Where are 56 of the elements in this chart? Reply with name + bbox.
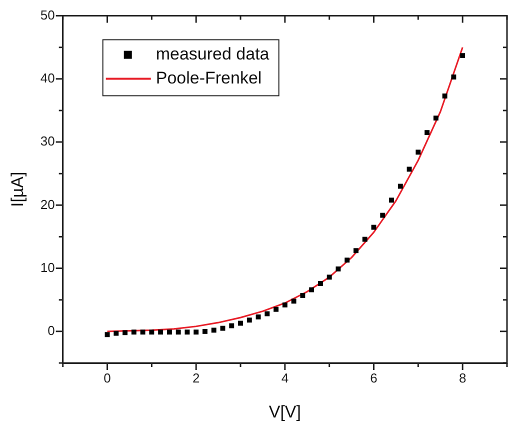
point [398,184,403,189]
x-tick-label: 2 [192,370,200,386]
legend-label: measured data [156,44,270,64]
point [184,330,190,335]
point [122,330,128,336]
point [371,224,376,230]
point [158,330,164,335]
x-axis-title: V[V] [268,402,301,422]
point [451,74,456,80]
point [149,330,154,335]
point [246,318,252,323]
x-tick-label: 6 [370,370,378,386]
legend-label: Poole-Frenkel [156,68,262,88]
point [380,212,386,218]
point [194,330,199,335]
point [104,332,110,338]
point [433,116,438,121]
point [202,328,208,334]
point [309,287,314,292]
x-tick-label: 4 [281,370,289,386]
point [229,323,234,328]
y-tick-label: 50 [40,7,55,22]
point [166,330,172,335]
y-tick-label: 10 [40,260,55,275]
point [114,330,119,336]
point [336,266,341,272]
point [282,302,288,308]
point [176,330,181,335]
point [354,248,358,254]
point [264,311,270,316]
point [424,130,430,136]
point [416,150,421,155]
point [442,93,448,98]
point [318,280,323,286]
point [211,328,216,333]
point [389,198,394,203]
point [362,236,368,242]
point [300,292,306,298]
point [220,326,226,331]
point [406,166,412,172]
y-axis-title: I[µA] [8,172,27,208]
point [238,320,243,326]
x-tick-label: 0 [104,370,111,386]
point [326,274,332,280]
point [274,306,279,312]
x-tick-label: 8 [458,370,466,386]
y-tick-label: 20 [40,196,55,212]
point [291,298,296,304]
y-tick-label: 40 [40,70,55,86]
point [256,314,261,320]
point [131,330,136,335]
point [460,53,466,58]
point [140,330,146,335]
y-tick-label: 0 [48,323,55,338]
y-tick-label: 30 [40,134,55,149]
point [344,258,350,263]
